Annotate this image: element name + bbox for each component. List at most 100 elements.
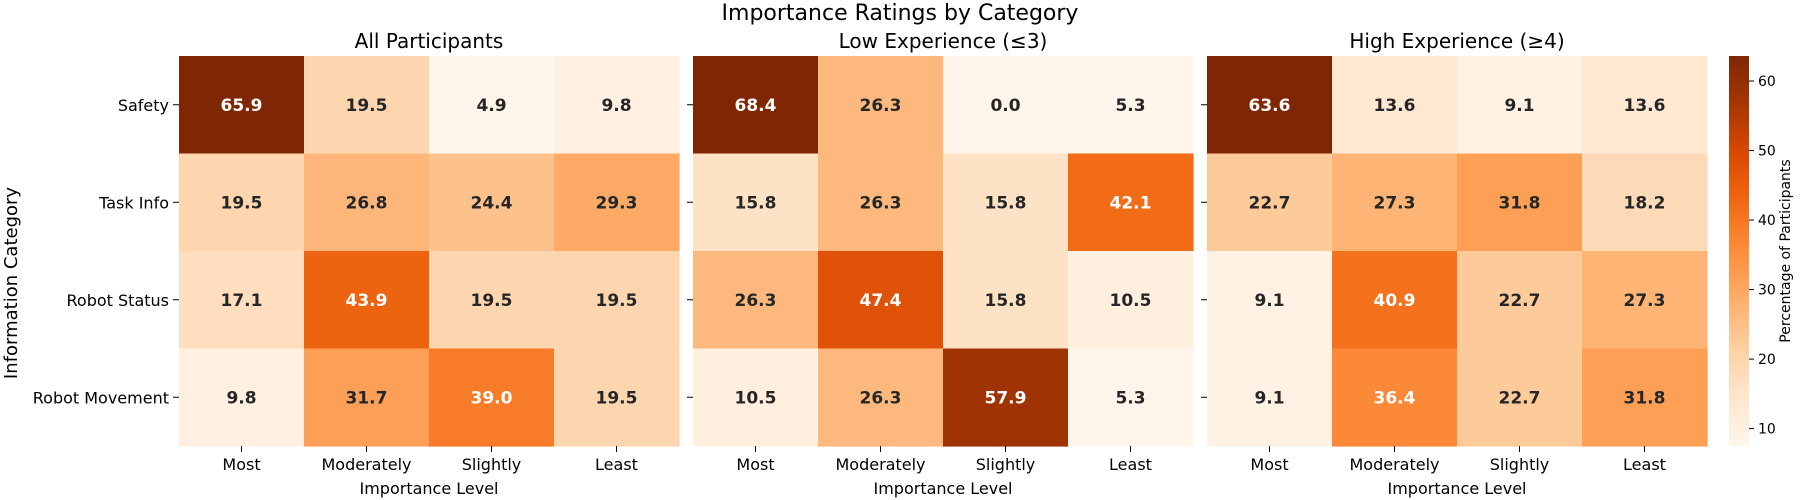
heatmap-cell [693, 251, 819, 350]
cell-value-label: 19.5 [596, 291, 638, 311]
cell-value-label: 39.0 [471, 388, 513, 408]
column-label: Most [1250, 455, 1288, 474]
heatmap-cell [818, 153, 944, 252]
cell-value-label: 9.8 [601, 96, 631, 116]
colorbar-tick-label: 60 [1758, 74, 1776, 90]
heatmap-cell [1332, 56, 1458, 155]
heatmap-cell [554, 153, 680, 252]
heatmap-cell [304, 348, 430, 447]
x-axis-label: Importance Level [359, 479, 498, 498]
cell-value-label: 13.6 [1374, 96, 1416, 116]
panel-title: Low Experience (≤3) [839, 29, 1048, 53]
cell-value-label: 9.8 [226, 388, 256, 408]
heatmap-panels: All Participants 65.9 19.5 4.9 9.8 19.5 26.8 24… [33, 29, 1708, 498]
heatmap-cell [1068, 251, 1194, 350]
heatmap-cell [1457, 56, 1583, 155]
column-label: Slightly [462, 455, 522, 474]
heatmap-cell [1332, 153, 1458, 252]
row-label: Robot Status [67, 291, 169, 310]
column-label: Slightly [1490, 455, 1550, 474]
heatmap-cell [304, 56, 430, 155]
heatmap-cell [429, 56, 555, 155]
panel-title: High Experience (≥4) [1349, 29, 1564, 53]
row-label: Task Info [98, 193, 169, 212]
column-label: Most [222, 455, 260, 474]
column-label: Least [1109, 455, 1152, 474]
cell-value-label: 36.4 [1374, 388, 1416, 408]
cell-value-label: 15.8 [735, 193, 777, 213]
x-axis-label: Importance Level [873, 479, 1012, 498]
heatmap-cell [943, 348, 1069, 447]
cell-value-label: 19.5 [221, 193, 263, 213]
cell-value-label: 9.1 [1254, 388, 1284, 408]
heatmap-cell [818, 348, 944, 447]
colorbar-tick-label: 40 [1758, 213, 1776, 229]
row-label: Robot Movement [33, 388, 169, 407]
heatmap-cell [304, 153, 430, 252]
cell-value-label: 22.7 [1249, 193, 1291, 213]
heatmap-cell [693, 153, 819, 252]
cell-value-label: 27.3 [1624, 291, 1666, 311]
heatmap-cell [554, 56, 680, 155]
cell-value-label: 26.3 [860, 388, 902, 408]
cell-value-label: 26.3 [860, 193, 902, 213]
heatmap-cell [1582, 56, 1708, 155]
cell-value-label: 15.8 [985, 193, 1027, 213]
cell-value-label: 29.3 [596, 193, 638, 213]
heatmap-cell [179, 251, 305, 350]
heatmap-cell [179, 56, 305, 155]
heatmap-cell [818, 251, 944, 350]
heatmap-cell [1332, 251, 1458, 350]
heatmap-cell [429, 251, 555, 350]
heatmap-cell [1068, 153, 1194, 252]
cell-value-label: 17.1 [221, 291, 263, 311]
colorbar-label: Percentage of Participants [1778, 159, 1794, 342]
cell-value-label: 0.0 [990, 96, 1020, 116]
column-label: Least [1623, 455, 1666, 474]
cell-value-label: 63.6 [1249, 96, 1291, 116]
cell-value-label: 18.2 [1624, 193, 1666, 213]
heatmap-cell [1068, 348, 1194, 447]
cell-value-label: 26.8 [346, 193, 388, 213]
heatmap-cell [1207, 348, 1333, 447]
colorbar-tick-label: 30 [1758, 283, 1776, 299]
cell-value-label: 9.1 [1504, 96, 1534, 116]
column-label: Most [736, 455, 774, 474]
cell-value-label: 19.5 [471, 291, 513, 311]
cell-value-label: 19.5 [596, 388, 638, 408]
heatmap-cell [943, 153, 1069, 252]
heatmap-cell [1207, 153, 1333, 252]
row-label: Safety [118, 96, 169, 115]
heatmap-cell [1457, 348, 1583, 447]
cell-value-label: 22.7 [1499, 388, 1541, 408]
heatmap-cell [1582, 348, 1708, 447]
heatmap-cell [554, 348, 680, 447]
column-label: Least [595, 455, 638, 474]
heatmap-cell [943, 251, 1069, 350]
cell-value-label: 4.9 [476, 96, 506, 116]
heatmap-cell [304, 251, 430, 350]
cell-value-label: 26.3 [735, 291, 777, 311]
heatmap-cell [429, 348, 555, 447]
cell-value-label: 31.8 [1624, 388, 1666, 408]
cell-value-label: 24.4 [471, 193, 513, 213]
colorbar-tick-label: 10 [1758, 422, 1776, 438]
column-label: Slightly [976, 455, 1036, 474]
heatmap-cell [429, 153, 555, 252]
cell-value-label: 26.3 [860, 96, 902, 116]
cell-value-label: 9.1 [1254, 291, 1284, 311]
cell-value-label: 31.8 [1499, 193, 1541, 213]
heatmap-panel: All Participants 65.9 19.5 4.9 9.8 19.5 26.8 24… [33, 29, 680, 498]
cell-value-label: 47.4 [860, 291, 902, 311]
cell-value-label: 57.9 [985, 388, 1027, 408]
colorbar: 10 20 30 40 50 60 Percentage of Participants [1729, 56, 1794, 446]
cell-value-label: 15.8 [985, 291, 1027, 311]
cell-value-label: 42.1 [1110, 193, 1152, 213]
column-label: Moderately [1349, 455, 1439, 474]
cell-value-label: 31.7 [346, 388, 388, 408]
cell-value-label: 5.3 [1115, 96, 1145, 116]
cell-value-label: 27.3 [1374, 193, 1416, 213]
heatmap-cell [179, 348, 305, 447]
cell-value-label: 65.9 [221, 96, 263, 116]
